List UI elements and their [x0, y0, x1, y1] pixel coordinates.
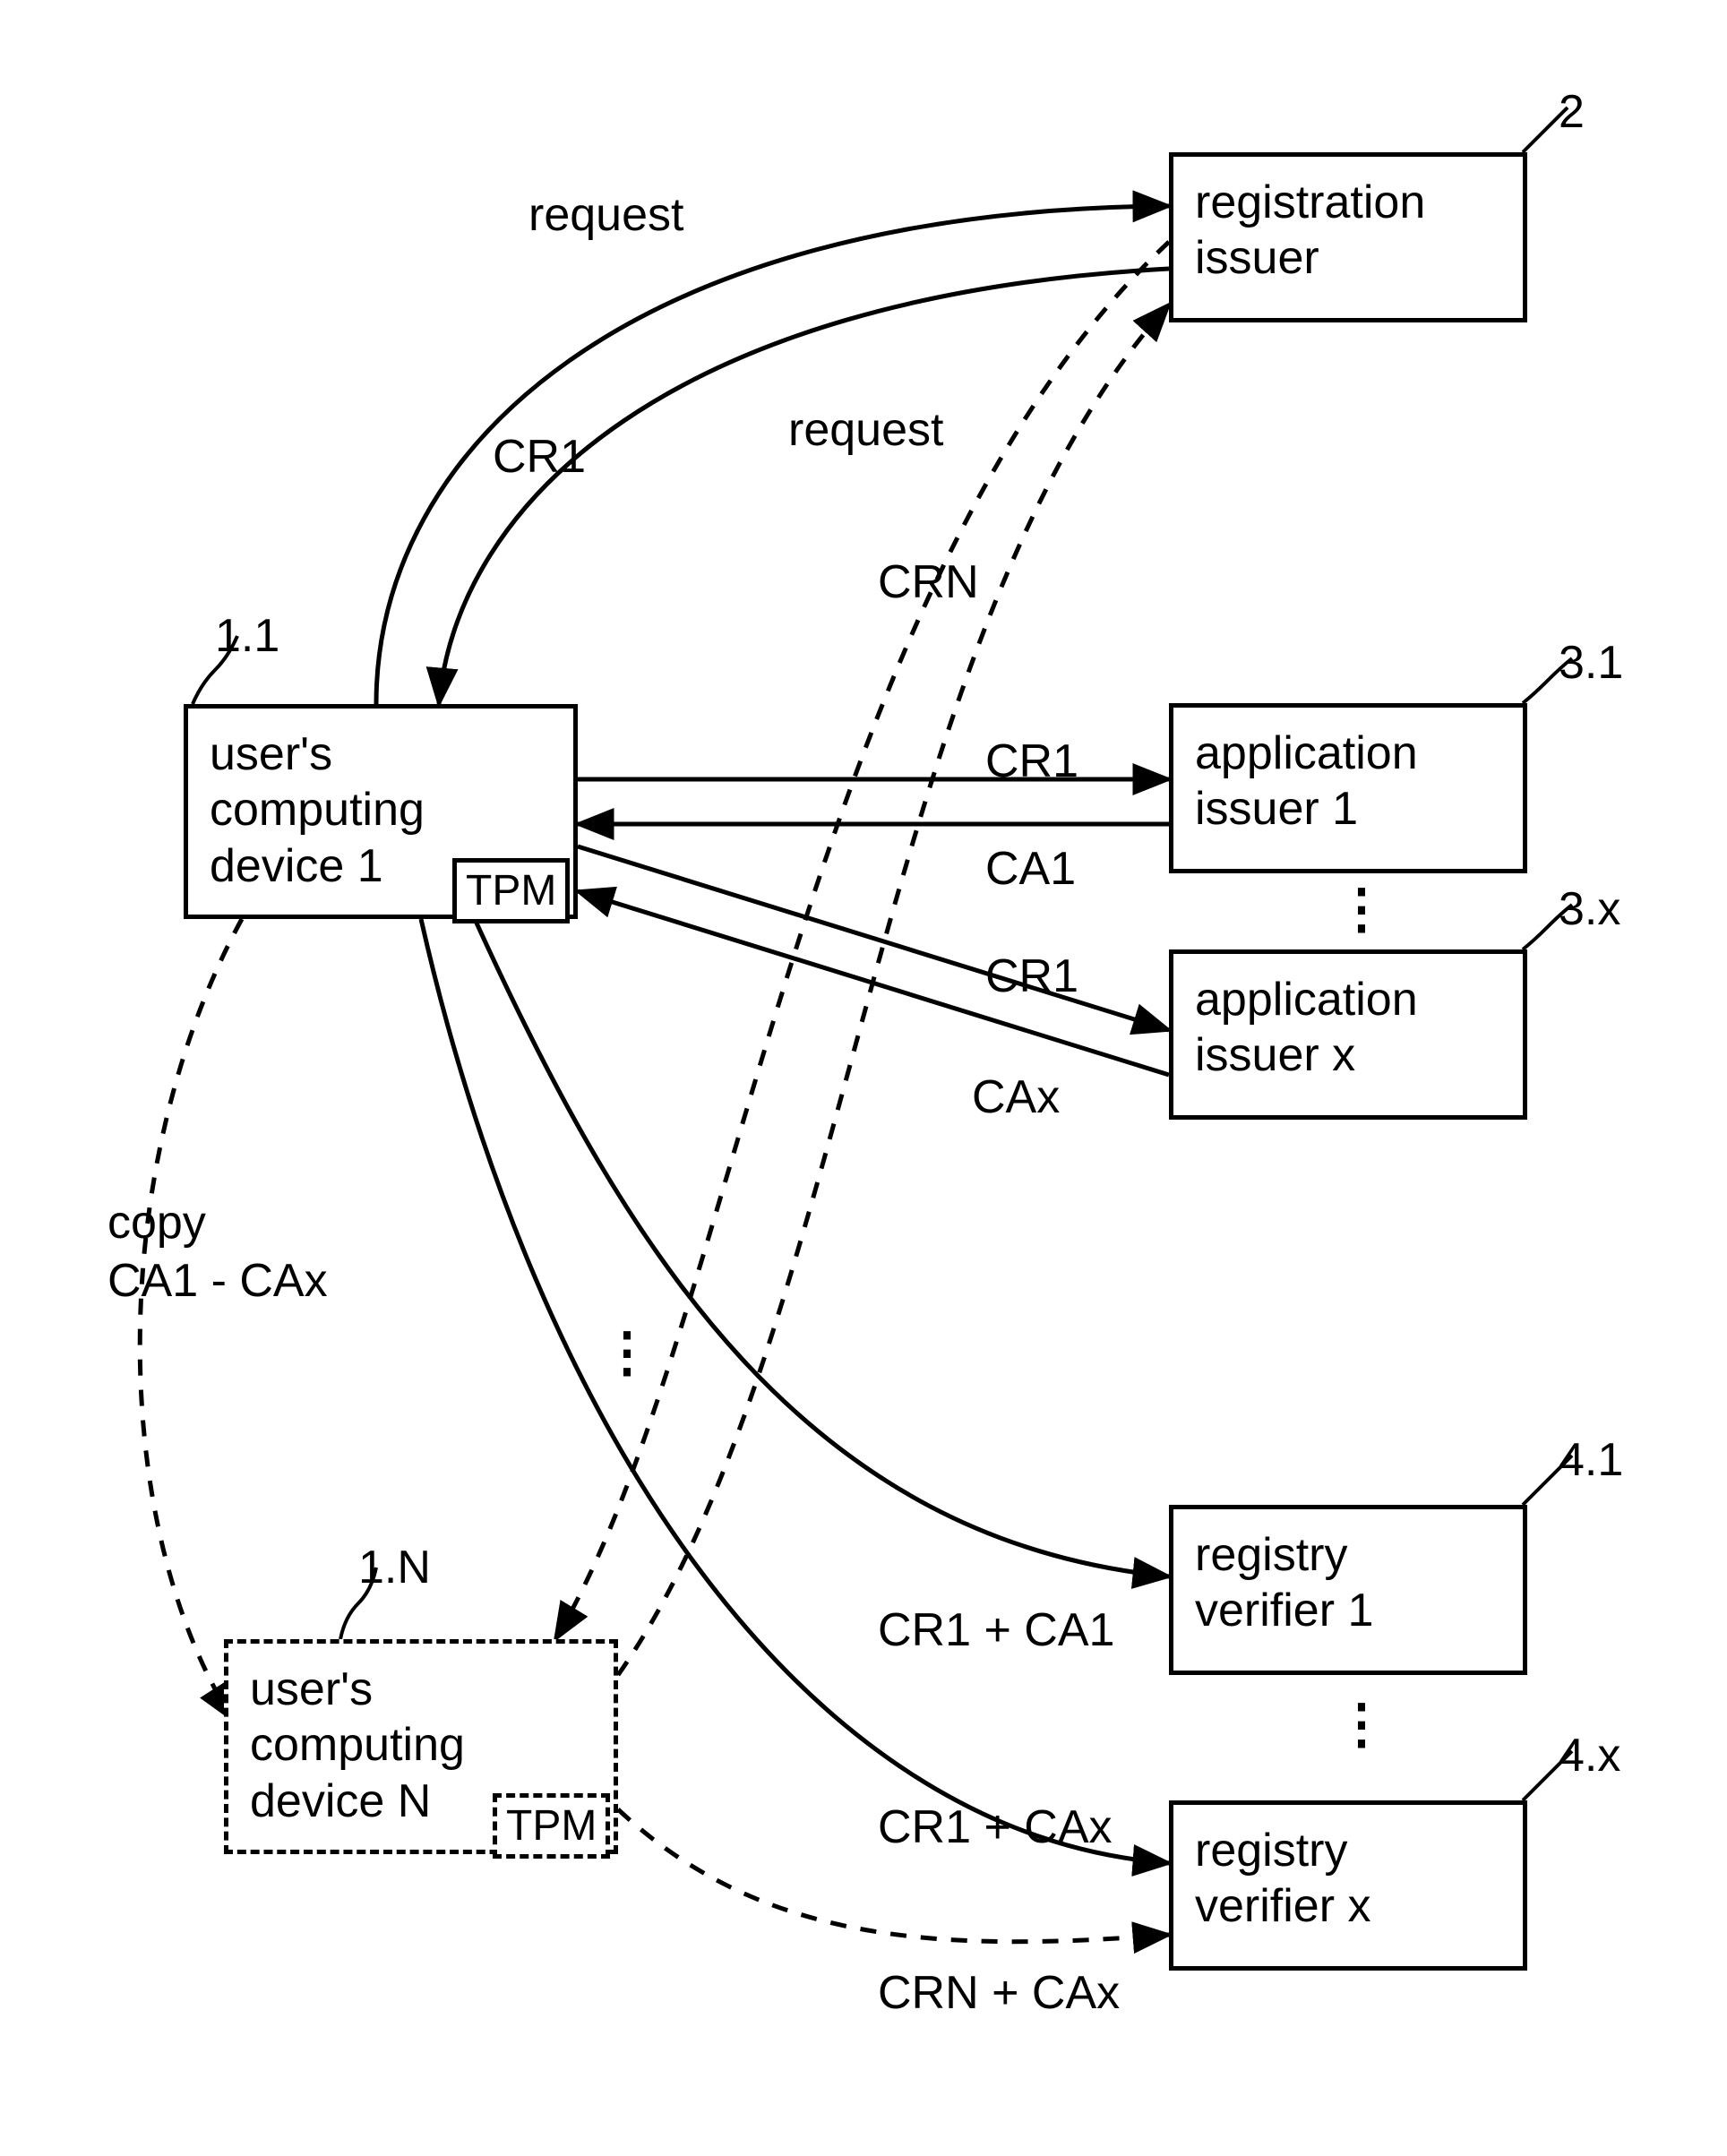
node-text: issuer 1	[1195, 781, 1501, 837]
node-text: verifier 1	[1195, 1583, 1501, 1638]
ref-app_issuer_1: 3.1	[1559, 636, 1623, 690]
node-text: registry	[1195, 1527, 1501, 1583]
edge-label-ca1_back: CA1	[985, 842, 1076, 896]
node-text: user's	[210, 726, 552, 782]
ref-deviceN: 1.N	[358, 1541, 431, 1594]
edge-label-cr1_to_appx: CR1	[985, 949, 1078, 1003]
node-text: verifier x	[1195, 1878, 1501, 1934]
edge-label-cr1_ca1: CR1 + CA1	[878, 1603, 1114, 1657]
edge-label-crn: CRN	[878, 555, 979, 609]
ref-app_issuer_x: 3.x	[1559, 882, 1620, 936]
node-text: computing	[250, 1717, 592, 1773]
edge-d1-cr1-appx	[578, 846, 1169, 1030]
node-text: application	[1195, 972, 1501, 1027]
tpm-badge: TPM	[452, 858, 570, 923]
node-text: registration	[1195, 175, 1501, 230]
edge-appx-cax-d1	[578, 891, 1169, 1075]
edge-label-copy: copy	[107, 1196, 206, 1250]
edge-label-request1: request	[528, 188, 683, 242]
node-text: issuer x	[1195, 1027, 1501, 1083]
node-text: registry	[1195, 1823, 1501, 1878]
edge-label-request2: request	[788, 403, 943, 457]
node-text: issuer	[1195, 230, 1501, 286]
edge-label-cr1_back: CR1	[493, 430, 586, 484]
edge-label-crn_cax: CRN + CAx	[878, 1966, 1120, 2020]
node-app_issuer_x: applicationissuer x	[1169, 949, 1527, 1120]
node-text: application	[1195, 726, 1501, 781]
node-app_issuer_1: applicationissuer 1	[1169, 703, 1527, 873]
edge-copy-d1-dN	[140, 919, 242, 1720]
node-text: computing	[210, 782, 552, 837]
node-reg_issuer: registrationissuer	[1169, 152, 1527, 322]
edge-label-cax_back: CAx	[972, 1070, 1060, 1124]
ref-reg_issuer: 2	[1559, 85, 1585, 139]
vdots-icon: ⋮	[600, 1339, 654, 1366]
ref-verifier_x: 4.x	[1559, 1729, 1620, 1782]
vdots-icon: ⋮	[1335, 896, 1388, 923]
edge-reg-cr1-d1	[439, 269, 1169, 704]
tpm-badge: TPM	[493, 1793, 610, 1859]
ref-device1: 1.1	[215, 609, 279, 663]
edge-label-copy2: CA1 - CAx	[107, 1254, 328, 1308]
node-text: user's	[250, 1662, 592, 1717]
edge-label-cr1_cax: CR1 + CAx	[878, 1800, 1113, 1854]
edge-dN-req-reg	[618, 305, 1169, 1675]
node-verifier_x: registryverifier x	[1169, 1800, 1527, 1971]
node-verifier_1: registryverifier 1	[1169, 1505, 1527, 1675]
edge-d1-ver1	[475, 919, 1169, 1576]
ref-verifier_1: 4.1	[1559, 1433, 1623, 1487]
edge-label-cr1_to_app1: CR1	[985, 734, 1078, 788]
vdots-icon: ⋮	[1335, 1711, 1388, 1738]
